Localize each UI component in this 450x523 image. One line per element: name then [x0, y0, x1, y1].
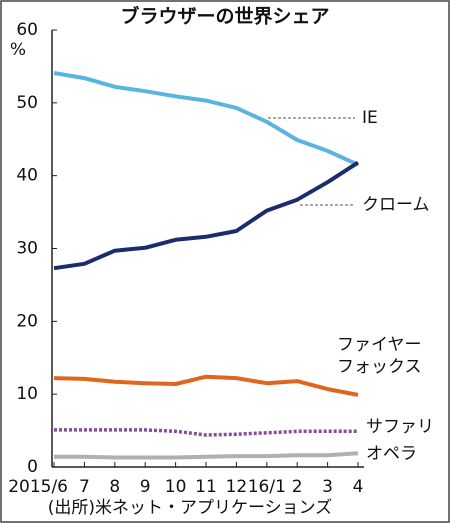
x-tick-label: 10	[165, 477, 187, 497]
x-tick-label: 2015/6	[8, 477, 68, 497]
x-tick-label: 4	[353, 477, 364, 497]
x-tick-label: 12	[226, 477, 248, 497]
chart-title: ブラウザーの世界シェア	[120, 5, 329, 28]
y-unit: %	[10, 40, 26, 60]
series-line	[54, 451, 359, 460]
series-line	[53, 374, 359, 397]
y-tick-label: 10	[16, 384, 38, 404]
series-label: サファリ	[366, 417, 434, 437]
y-tick-label: 50	[16, 93, 38, 113]
y-tick-label: 0	[27, 457, 38, 477]
x-tick-label: 16/1	[248, 477, 286, 497]
x-tick-label: 9	[140, 477, 151, 497]
series-label: オペラ	[366, 444, 417, 464]
x-tick-label: 8	[109, 477, 120, 497]
y-tick-label: 30	[16, 239, 38, 259]
y-tick-label: 40	[16, 166, 38, 186]
series-line	[54, 428, 358, 437]
x-tick-label: 7	[79, 477, 90, 497]
x-tick-label: 11	[195, 477, 217, 497]
series-label: ファイヤーフォックス	[337, 335, 422, 377]
series-label: クローム	[362, 195, 430, 215]
x-tick-label: 2	[292, 477, 303, 497]
series-label: IE	[362, 108, 378, 128]
x-tick-label: 3	[322, 477, 333, 497]
source: (出所)米ネット・アプリケーションズ	[48, 498, 333, 518]
series-line	[53, 71, 359, 167]
y-tick-label: 20	[16, 311, 38, 331]
y-tick-label: 60	[16, 20, 38, 40]
series-line	[53, 160, 360, 271]
